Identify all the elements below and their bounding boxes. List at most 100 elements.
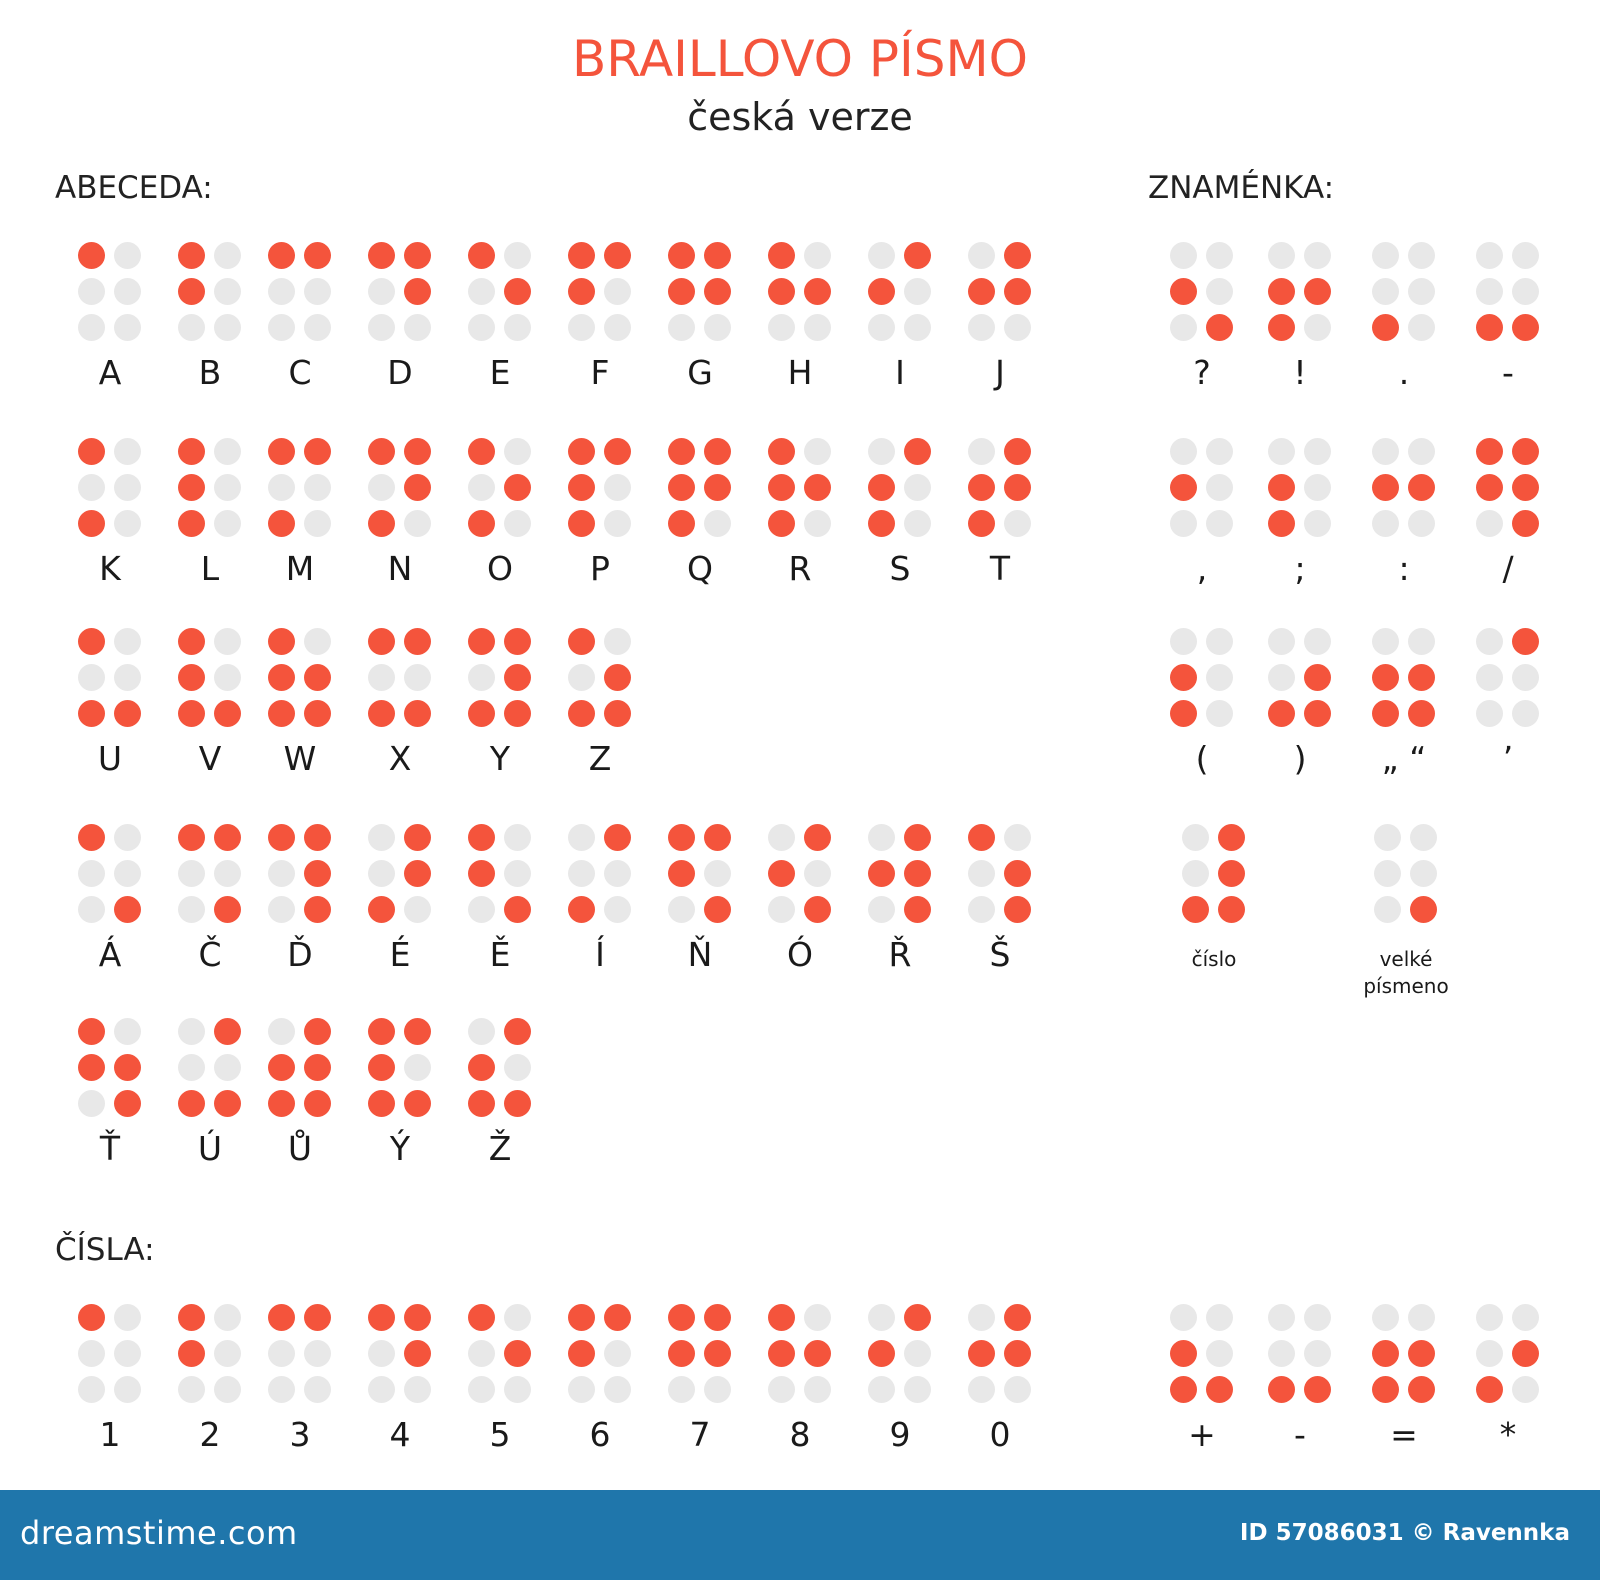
braille-dot-raised	[768, 510, 795, 537]
braille-dot-flat	[868, 824, 895, 851]
braille-dot-raised	[1304, 278, 1331, 305]
braille-dot-flat	[1476, 278, 1503, 305]
braille-label: Ó	[787, 935, 813, 974]
braille-dot-raised	[178, 1090, 205, 1117]
braille-label: O	[487, 549, 513, 588]
braille-dot-flat	[768, 1376, 795, 1403]
braille-dot-raised	[668, 860, 695, 887]
braille-dot-raised	[404, 242, 431, 269]
braille-dot-raised	[304, 1304, 331, 1331]
braille-dot-flat	[968, 438, 995, 465]
braille-dot-raised	[268, 1090, 295, 1117]
braille-dot-flat	[214, 1054, 241, 1081]
braille-dot-raised	[368, 1090, 395, 1117]
braille-dot-raised	[968, 824, 995, 851]
braille-dot-raised	[178, 242, 205, 269]
braille-dot-flat	[1304, 438, 1331, 465]
braille-dot-raised	[904, 438, 931, 465]
braille-cell	[1476, 438, 1544, 540]
braille-dot-raised	[504, 474, 531, 501]
braille-cell	[468, 628, 536, 730]
braille-dot-raised	[1372, 314, 1399, 341]
braille-cell	[78, 1304, 146, 1406]
braille-dot-flat	[1170, 242, 1197, 269]
braille-dot-flat	[868, 242, 895, 269]
braille-dot-flat	[214, 438, 241, 465]
braille-label: 2	[199, 1415, 221, 1454]
braille-dot-flat	[1004, 510, 1031, 537]
braille-label: Ý	[389, 1129, 411, 1168]
braille-dot-raised	[268, 438, 295, 465]
braille-dot-flat	[114, 474, 141, 501]
braille-label: !	[1293, 353, 1307, 392]
braille-dot-raised	[504, 278, 531, 305]
braille-dot-raised	[968, 510, 995, 537]
braille-dot-flat	[1476, 1304, 1503, 1331]
braille-label: ,	[1196, 549, 1208, 588]
braille-dot-flat	[768, 824, 795, 851]
braille-dot-raised	[868, 860, 895, 887]
braille-dot-raised	[1004, 896, 1031, 923]
braille-dot-raised	[268, 628, 295, 655]
braille-dot-flat	[568, 314, 595, 341]
braille-dot-flat	[604, 1340, 631, 1367]
braille-label: J	[995, 353, 1005, 392]
braille-label: T	[989, 549, 1011, 588]
braille-dot-flat	[1304, 1304, 1331, 1331]
braille-cell	[1268, 438, 1336, 540]
braille-dot-raised	[178, 1340, 205, 1367]
braille-dot-flat	[1304, 1340, 1331, 1367]
braille-dot-raised	[804, 474, 831, 501]
braille-cell	[968, 1304, 1036, 1406]
braille-dot-raised	[504, 896, 531, 923]
braille-dot-raised	[178, 438, 205, 465]
braille-label: /	[1502, 549, 1514, 588]
braille-dot-raised	[368, 510, 395, 537]
braille-dot-flat	[568, 860, 595, 887]
braille-dot-raised	[604, 824, 631, 851]
braille-dot-flat	[214, 510, 241, 537]
braille-dot-flat	[1206, 664, 1233, 691]
braille-dot-flat	[1374, 824, 1401, 851]
braille-label: Í	[595, 935, 605, 974]
braille-dot-flat	[114, 278, 141, 305]
braille-dot-raised	[468, 510, 495, 537]
braille-cell	[1476, 628, 1544, 730]
braille-dot-raised	[504, 628, 531, 655]
braille-dot-flat	[1476, 1340, 1503, 1367]
braille-dot-flat	[214, 242, 241, 269]
braille-cell	[178, 1304, 246, 1406]
braille-dot-flat	[1512, 242, 1539, 269]
braille-dot-flat	[214, 1376, 241, 1403]
braille-cell	[78, 824, 146, 926]
braille-dot-raised	[268, 1054, 295, 1081]
braille-dot-raised	[604, 438, 631, 465]
braille-dot-raised	[1206, 314, 1233, 341]
braille-cell	[468, 242, 536, 344]
braille-dot-raised	[768, 242, 795, 269]
braille-dot-raised	[1512, 438, 1539, 465]
braille-cell	[368, 242, 436, 344]
braille-dot-raised	[268, 824, 295, 851]
braille-dot-raised	[178, 824, 205, 851]
braille-cell	[368, 1304, 436, 1406]
braille-dot-flat	[1408, 1304, 1435, 1331]
braille-dot-raised	[704, 278, 731, 305]
braille-dot-raised	[404, 1304, 431, 1331]
braille-dot-raised	[1004, 1304, 1031, 1331]
braille-dot-flat	[1408, 510, 1435, 537]
braille-dot-raised	[704, 1340, 731, 1367]
braille-dot-raised	[504, 664, 531, 691]
braille-dot-flat	[468, 664, 495, 691]
braille-dot-flat	[1410, 824, 1437, 851]
braille-dot-raised	[568, 700, 595, 727]
braille-dot-raised	[304, 664, 331, 691]
braille-cell	[1170, 242, 1238, 344]
braille-dot-flat	[1304, 510, 1331, 537]
braille-dot-flat	[1304, 628, 1331, 655]
braille-cell	[78, 1018, 146, 1120]
braille-dot-raised	[1476, 474, 1503, 501]
braille-dot-flat	[304, 628, 331, 655]
braille-dot-raised	[214, 1090, 241, 1117]
braille-dot-raised	[568, 278, 595, 305]
